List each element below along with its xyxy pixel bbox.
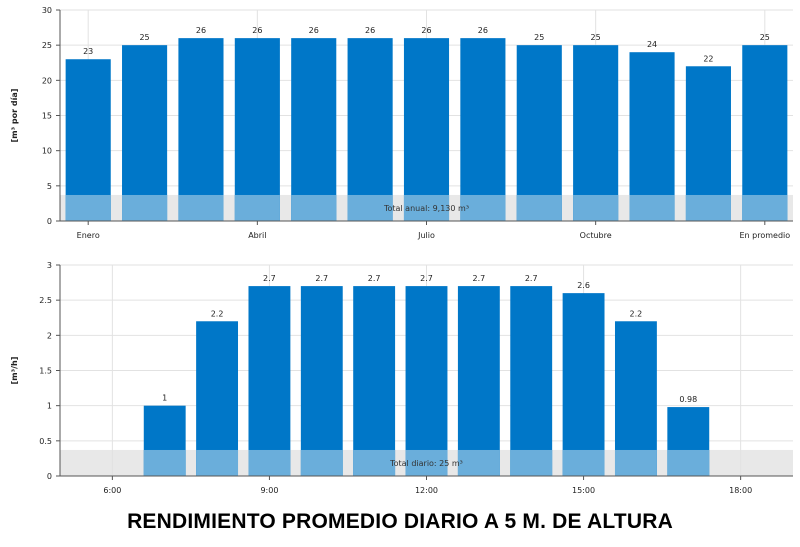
monthly-data-label: 23 bbox=[83, 47, 93, 56]
monthly-data-label: 26 bbox=[252, 26, 262, 35]
hourly-ytick-label: 2 bbox=[47, 331, 52, 340]
hourly-bar-base bbox=[562, 449, 605, 476]
monthly-data-label: 24 bbox=[647, 40, 657, 49]
hourly-bar-base bbox=[248, 449, 291, 476]
monthly-ytick-label: 5 bbox=[47, 182, 52, 191]
hourly-ytick-label: 1 bbox=[47, 402, 52, 411]
monthly-bar-base bbox=[234, 194, 280, 221]
monthly-xtick-label: Abril bbox=[248, 231, 266, 240]
monthly-bar-base bbox=[291, 194, 337, 221]
monthly-bar-base bbox=[685, 194, 731, 221]
hourly-data-label: 0.98 bbox=[679, 395, 697, 404]
hourly-data-label: 2.7 bbox=[472, 274, 485, 283]
monthly-data-label: 25 bbox=[139, 33, 149, 42]
monthly-bar bbox=[573, 45, 619, 221]
monthly-bar-base bbox=[460, 194, 506, 221]
monthly-data-label: 26 bbox=[196, 26, 206, 35]
monthly-ytick-label: 20 bbox=[42, 76, 52, 85]
hourly-ytick-label: 3 bbox=[47, 261, 52, 270]
monthly-y-axis-label: [m³ por día] bbox=[10, 89, 19, 143]
hourly-data-label: 2.2 bbox=[211, 309, 224, 318]
hourly-bar-base bbox=[667, 449, 710, 476]
monthly-yield-chart: 0 5 10 15 20 25 30 Enero Abril Julio Octubre En pro… bbox=[10, 6, 793, 240]
hourly-bar bbox=[248, 286, 291, 476]
hourly-total-label: Total diario: 25 m³ bbox=[389, 459, 463, 468]
monthly-bar bbox=[460, 38, 506, 222]
monthly-bar-base bbox=[178, 194, 224, 221]
hourly-data-label: 2.7 bbox=[263, 274, 276, 283]
monthly-data-label: 26 bbox=[309, 26, 319, 35]
monthly-data-label: 26 bbox=[365, 26, 375, 35]
hourly-bar bbox=[353, 286, 396, 476]
hourly-bar-base bbox=[614, 449, 657, 476]
hourly-yield-chart: 0 0.5 1 1.5 2 2.5 3 6:00 9:00 12:00 15:00 18:00 1 2.2… bbox=[10, 261, 793, 495]
monthly-bar bbox=[291, 38, 337, 222]
monthly-bar bbox=[234, 38, 280, 222]
monthly-data-label: 26 bbox=[478, 26, 488, 35]
hourly-y-axis-label: [m³/h] bbox=[10, 357, 19, 385]
monthly-bar-base bbox=[573, 194, 619, 221]
hourly-data-label: 1 bbox=[162, 394, 167, 403]
hourly-xtick-label: 6:00 bbox=[103, 486, 121, 495]
monthly-bar bbox=[65, 59, 111, 221]
monthly-bar bbox=[122, 45, 168, 221]
hourly-bar bbox=[405, 286, 448, 476]
hourly-bar-base bbox=[405, 449, 448, 476]
monthly-total-label: Total anual: 9,130 m³ bbox=[383, 204, 469, 213]
monthly-xtick-label: Octubre bbox=[580, 231, 612, 240]
hourly-bar bbox=[457, 286, 500, 476]
hourly-data-label: 2.7 bbox=[368, 274, 381, 283]
monthly-bar-base bbox=[742, 194, 788, 221]
monthly-data-label: 22 bbox=[703, 54, 713, 63]
hourly-bar bbox=[510, 286, 553, 476]
hourly-xtick-label: 12:00 bbox=[415, 486, 438, 495]
hourly-bar-base bbox=[300, 449, 343, 476]
monthly-ytick-label: 15 bbox=[42, 112, 52, 121]
monthly-bar-base bbox=[347, 194, 393, 221]
hourly-bar-base bbox=[457, 449, 500, 476]
monthly-bar-base bbox=[403, 194, 450, 221]
monthly-data-label: 25 bbox=[534, 33, 544, 42]
hourly-ytick-label: 2.5 bbox=[39, 296, 52, 305]
hourly-xtick-label: 15:00 bbox=[572, 486, 595, 495]
hourly-bar bbox=[300, 286, 343, 476]
monthly-bar bbox=[178, 38, 224, 222]
monthly-bar bbox=[629, 52, 675, 222]
hourly-bar bbox=[562, 293, 605, 476]
hourly-bar-base bbox=[196, 449, 239, 476]
hourly-ytick-label: 0.5 bbox=[39, 437, 52, 446]
monthly-data-label: 26 bbox=[421, 26, 431, 35]
hourly-ytick-label: 1.5 bbox=[39, 367, 52, 376]
monthly-ytick-label: 30 bbox=[42, 6, 52, 15]
hourly-xtick-label: 18:00 bbox=[729, 486, 752, 495]
monthly-bar-base bbox=[516, 194, 562, 221]
monthly-bar-base bbox=[629, 194, 675, 221]
monthly-xtick-label: En promedio bbox=[739, 231, 790, 240]
monthly-ytick-label: 25 bbox=[42, 41, 52, 50]
monthly-bar bbox=[347, 38, 393, 222]
monthly-bar-base bbox=[122, 194, 168, 221]
monthly-bar-base bbox=[65, 194, 111, 221]
hourly-data-label: 2.2 bbox=[630, 309, 643, 318]
monthly-bar bbox=[516, 45, 562, 221]
monthly-bar bbox=[403, 38, 450, 222]
monthly-ytick-label: 10 bbox=[42, 147, 52, 156]
monthly-xtick-label: Julio bbox=[417, 231, 435, 240]
hourly-data-label: 2.7 bbox=[525, 274, 538, 283]
hourly-bar-base bbox=[353, 449, 396, 476]
hourly-xtick-label: 9:00 bbox=[260, 486, 278, 495]
monthly-ytick-label: 0 bbox=[47, 217, 52, 226]
monthly-data-label: 25 bbox=[591, 33, 601, 42]
monthly-bar bbox=[742, 45, 788, 221]
hourly-bar-base bbox=[510, 449, 553, 476]
hourly-ytick-label: 0 bbox=[47, 472, 52, 481]
monthly-data-label: 25 bbox=[760, 33, 770, 42]
chart-caption: RENDIMIENTO PROMEDIO DIARIO A 5 M. DE AL… bbox=[127, 510, 673, 533]
monthly-xtick-label: Enero bbox=[77, 231, 100, 240]
hourly-data-label: 2.7 bbox=[420, 274, 433, 283]
hourly-bar-base bbox=[143, 449, 186, 476]
hourly-data-label: 2.7 bbox=[315, 274, 328, 283]
hourly-data-label: 2.6 bbox=[577, 281, 590, 290]
